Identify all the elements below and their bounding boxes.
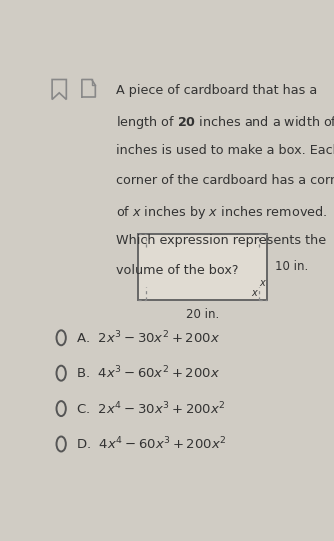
Text: D.  $4x^4 - 60x^3 + 200x^2$: D. $4x^4 - 60x^3 + 200x^2$ xyxy=(76,436,227,452)
Text: A.  $2x^3 - 30x^2 + 200x$: A. $2x^3 - 30x^2 + 200x$ xyxy=(76,329,220,346)
Text: corner of the cardboard has a corner: corner of the cardboard has a corner xyxy=(116,174,334,187)
Text: length of $\bf{20}$ inches and a width of $\bf{10}$: length of $\bf{20}$ inches and a width o… xyxy=(116,114,334,131)
Text: inches is used to make a box. Each: inches is used to make a box. Each xyxy=(116,144,334,157)
Text: x: x xyxy=(260,278,266,288)
Text: of $x$ inches by $x$ inches removed.: of $x$ inches by $x$ inches removed. xyxy=(116,203,327,221)
Text: Which expression represents the: Which expression represents the xyxy=(116,234,326,247)
Text: C.  $2x^4 - 30x^3 + 200x^2$: C. $2x^4 - 30x^3 + 200x^2$ xyxy=(76,400,226,417)
Text: volume of the box?: volume of the box? xyxy=(116,263,238,276)
Text: 20 in.: 20 in. xyxy=(186,308,219,321)
Bar xyxy=(138,234,267,300)
Text: A piece of cardboard that has a: A piece of cardboard that has a xyxy=(116,84,317,97)
Polygon shape xyxy=(82,80,95,97)
Text: 10 in.: 10 in. xyxy=(275,260,308,273)
Text: x: x xyxy=(252,288,258,298)
Text: B.  $4x^3 - 60x^2 + 200x$: B. $4x^3 - 60x^2 + 200x$ xyxy=(76,365,220,381)
